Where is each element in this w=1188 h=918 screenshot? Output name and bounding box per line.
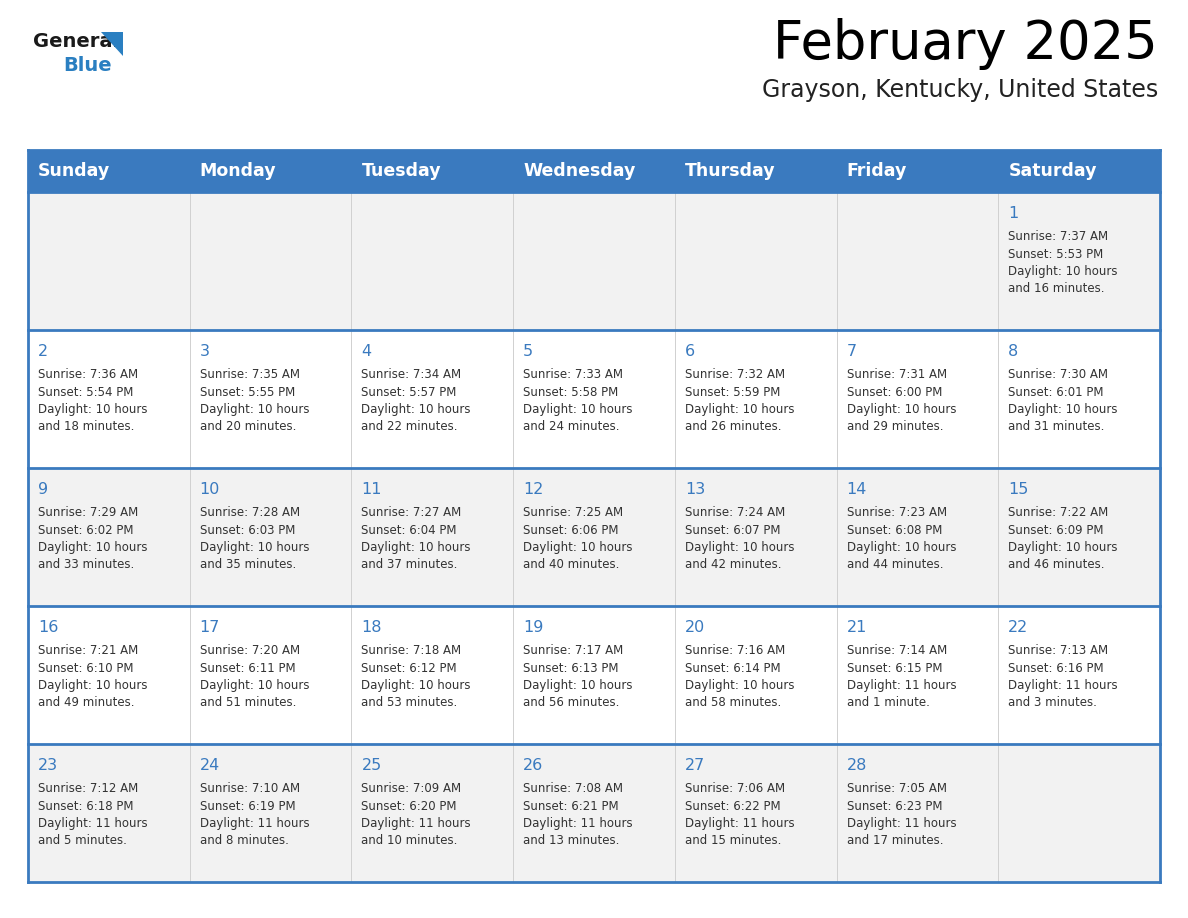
Text: 22: 22: [1009, 620, 1029, 635]
Text: Sunrise: 7:24 AM
Sunset: 6:07 PM
Daylight: 10 hours
and 42 minutes.: Sunrise: 7:24 AM Sunset: 6:07 PM Dayligh…: [684, 506, 795, 572]
Text: Wednesday: Wednesday: [523, 162, 636, 180]
Text: 18: 18: [361, 620, 381, 635]
Bar: [29, 150, 1159, 192]
Text: 24: 24: [200, 758, 220, 773]
Text: General: General: [33, 32, 119, 51]
Text: Sunrise: 7:22 AM
Sunset: 6:09 PM
Daylight: 10 hours
and 46 minutes.: Sunrise: 7:22 AM Sunset: 6:09 PM Dayligh…: [1009, 506, 1118, 572]
Text: 23: 23: [38, 758, 58, 773]
Text: Sunrise: 7:23 AM
Sunset: 6:08 PM
Daylight: 10 hours
and 44 minutes.: Sunrise: 7:23 AM Sunset: 6:08 PM Dayligh…: [847, 506, 956, 572]
Text: Sunrise: 7:30 AM
Sunset: 6:01 PM
Daylight: 10 hours
and 31 minutes.: Sunrise: 7:30 AM Sunset: 6:01 PM Dayligh…: [1009, 368, 1118, 433]
Text: 21: 21: [847, 620, 867, 635]
Text: Sunrise: 7:18 AM
Sunset: 6:12 PM
Daylight: 10 hours
and 53 minutes.: Sunrise: 7:18 AM Sunset: 6:12 PM Dayligh…: [361, 644, 470, 710]
Text: Blue: Blue: [63, 56, 112, 75]
Text: 8: 8: [1009, 344, 1018, 359]
Text: Sunrise: 7:16 AM
Sunset: 6:14 PM
Daylight: 10 hours
and 58 minutes.: Sunrise: 7:16 AM Sunset: 6:14 PM Dayligh…: [684, 644, 795, 710]
Text: Sunrise: 7:06 AM
Sunset: 6:22 PM
Daylight: 11 hours
and 15 minutes.: Sunrise: 7:06 AM Sunset: 6:22 PM Dayligh…: [684, 782, 795, 847]
Text: 11: 11: [361, 482, 381, 497]
Text: Sunrise: 7:32 AM
Sunset: 5:59 PM
Daylight: 10 hours
and 26 minutes.: Sunrise: 7:32 AM Sunset: 5:59 PM Dayligh…: [684, 368, 795, 433]
Text: 15: 15: [1009, 482, 1029, 497]
Text: Sunrise: 7:09 AM
Sunset: 6:20 PM
Daylight: 11 hours
and 10 minutes.: Sunrise: 7:09 AM Sunset: 6:20 PM Dayligh…: [361, 782, 472, 847]
Text: Tuesday: Tuesday: [361, 162, 441, 180]
Text: 17: 17: [200, 620, 220, 635]
Bar: [29, 744, 1159, 882]
Text: Grayson, Kentucky, United States: Grayson, Kentucky, United States: [762, 78, 1158, 102]
Text: 12: 12: [523, 482, 544, 497]
Text: Sunrise: 7:33 AM
Sunset: 5:58 PM
Daylight: 10 hours
and 24 minutes.: Sunrise: 7:33 AM Sunset: 5:58 PM Dayligh…: [523, 368, 633, 433]
Text: Sunrise: 7:05 AM
Sunset: 6:23 PM
Daylight: 11 hours
and 17 minutes.: Sunrise: 7:05 AM Sunset: 6:23 PM Dayligh…: [847, 782, 956, 847]
Text: Monday: Monday: [200, 162, 277, 180]
Text: 3: 3: [200, 344, 210, 359]
Text: Sunrise: 7:35 AM
Sunset: 5:55 PM
Daylight: 10 hours
and 20 minutes.: Sunrise: 7:35 AM Sunset: 5:55 PM Dayligh…: [200, 368, 309, 433]
Text: Sunrise: 7:31 AM
Sunset: 6:00 PM
Daylight: 10 hours
and 29 minutes.: Sunrise: 7:31 AM Sunset: 6:00 PM Dayligh…: [847, 368, 956, 433]
Text: Friday: Friday: [847, 162, 906, 180]
Polygon shape: [101, 32, 124, 56]
Text: Sunrise: 7:17 AM
Sunset: 6:13 PM
Daylight: 10 hours
and 56 minutes.: Sunrise: 7:17 AM Sunset: 6:13 PM Dayligh…: [523, 644, 633, 710]
Text: Thursday: Thursday: [684, 162, 776, 180]
Text: Sunrise: 7:25 AM
Sunset: 6:06 PM
Daylight: 10 hours
and 40 minutes.: Sunrise: 7:25 AM Sunset: 6:06 PM Dayligh…: [523, 506, 633, 572]
Text: Sunrise: 7:13 AM
Sunset: 6:16 PM
Daylight: 11 hours
and 3 minutes.: Sunrise: 7:13 AM Sunset: 6:16 PM Dayligh…: [1009, 644, 1118, 710]
Text: Sunrise: 7:37 AM
Sunset: 5:53 PM
Daylight: 10 hours
and 16 minutes.: Sunrise: 7:37 AM Sunset: 5:53 PM Dayligh…: [1009, 230, 1118, 296]
Text: February 2025: February 2025: [773, 18, 1158, 70]
Text: 27: 27: [684, 758, 706, 773]
Text: Sunrise: 7:14 AM
Sunset: 6:15 PM
Daylight: 11 hours
and 1 minute.: Sunrise: 7:14 AM Sunset: 6:15 PM Dayligh…: [847, 644, 956, 710]
Text: Sunrise: 7:21 AM
Sunset: 6:10 PM
Daylight: 10 hours
and 49 minutes.: Sunrise: 7:21 AM Sunset: 6:10 PM Dayligh…: [38, 644, 147, 710]
Text: Sunrise: 7:28 AM
Sunset: 6:03 PM
Daylight: 10 hours
and 35 minutes.: Sunrise: 7:28 AM Sunset: 6:03 PM Dayligh…: [200, 506, 309, 572]
Text: Saturday: Saturday: [1009, 162, 1097, 180]
Text: Sunrise: 7:29 AM
Sunset: 6:02 PM
Daylight: 10 hours
and 33 minutes.: Sunrise: 7:29 AM Sunset: 6:02 PM Dayligh…: [38, 506, 147, 572]
Text: 4: 4: [361, 344, 372, 359]
Text: 26: 26: [523, 758, 543, 773]
Text: Sunrise: 7:20 AM
Sunset: 6:11 PM
Daylight: 10 hours
and 51 minutes.: Sunrise: 7:20 AM Sunset: 6:11 PM Dayligh…: [200, 644, 309, 710]
Text: Sunrise: 7:27 AM
Sunset: 6:04 PM
Daylight: 10 hours
and 37 minutes.: Sunrise: 7:27 AM Sunset: 6:04 PM Dayligh…: [361, 506, 470, 572]
Text: Sunrise: 7:08 AM
Sunset: 6:21 PM
Daylight: 11 hours
and 13 minutes.: Sunrise: 7:08 AM Sunset: 6:21 PM Dayligh…: [523, 782, 633, 847]
Text: 20: 20: [684, 620, 706, 635]
Text: 16: 16: [38, 620, 58, 635]
Text: Sunrise: 7:36 AM
Sunset: 5:54 PM
Daylight: 10 hours
and 18 minutes.: Sunrise: 7:36 AM Sunset: 5:54 PM Dayligh…: [38, 368, 147, 433]
Text: 9: 9: [38, 482, 49, 497]
Text: 25: 25: [361, 758, 381, 773]
Text: 2: 2: [38, 344, 49, 359]
Text: Sunrise: 7:12 AM
Sunset: 6:18 PM
Daylight: 11 hours
and 5 minutes.: Sunrise: 7:12 AM Sunset: 6:18 PM Dayligh…: [38, 782, 147, 847]
Text: 7: 7: [847, 344, 857, 359]
Text: Sunrise: 7:34 AM
Sunset: 5:57 PM
Daylight: 10 hours
and 22 minutes.: Sunrise: 7:34 AM Sunset: 5:57 PM Dayligh…: [361, 368, 470, 433]
Text: 14: 14: [847, 482, 867, 497]
Bar: [29, 192, 1159, 330]
Bar: [29, 468, 1159, 606]
Bar: [29, 330, 1159, 468]
Text: 5: 5: [523, 344, 533, 359]
Text: 10: 10: [200, 482, 220, 497]
Text: 1: 1: [1009, 206, 1018, 221]
Text: 6: 6: [684, 344, 695, 359]
Text: 19: 19: [523, 620, 544, 635]
Bar: [29, 606, 1159, 744]
Text: Sunrise: 7:10 AM
Sunset: 6:19 PM
Daylight: 11 hours
and 8 minutes.: Sunrise: 7:10 AM Sunset: 6:19 PM Dayligh…: [200, 782, 309, 847]
Text: Sunday: Sunday: [38, 162, 110, 180]
Text: 13: 13: [684, 482, 706, 497]
Text: 28: 28: [847, 758, 867, 773]
